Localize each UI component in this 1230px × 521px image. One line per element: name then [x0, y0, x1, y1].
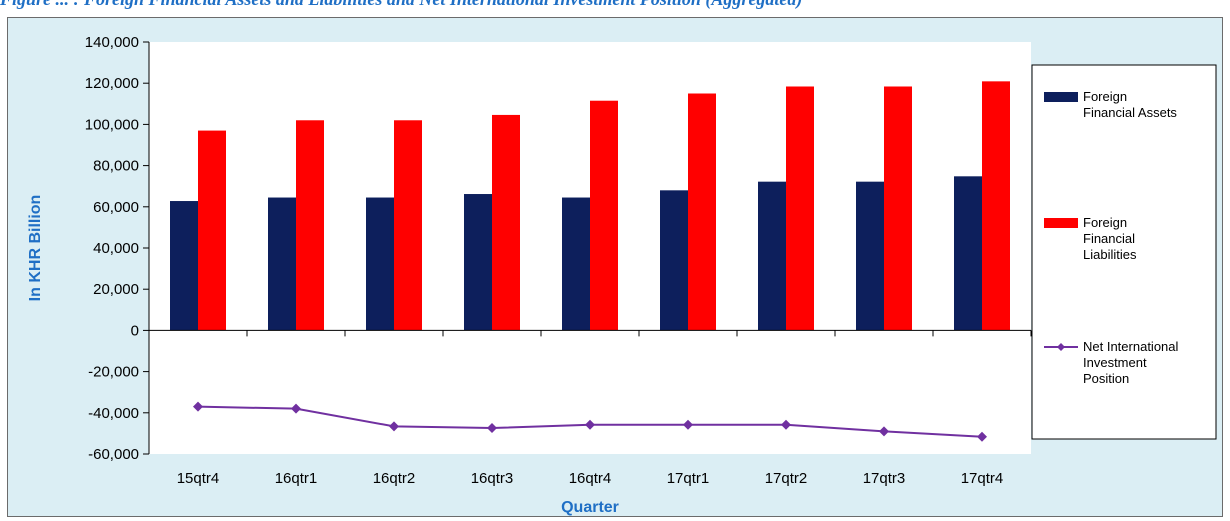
- bar: [562, 197, 590, 331]
- bar: [688, 93, 716, 331]
- y-tick-label: 0: [131, 322, 139, 339]
- bar: [366, 197, 394, 331]
- bar: [170, 201, 198, 331]
- legend: Foreign Financial Assets Foreign Financial L…: [1031, 64, 1217, 440]
- legend-marker: [1057, 343, 1065, 351]
- legend-label: Foreign Financial Assets: [1083, 89, 1177, 120]
- x-tick-label: 17qtr4: [961, 470, 1004, 487]
- bar: [660, 190, 688, 331]
- line-marker: [585, 419, 595, 430]
- y-axis-title: In KHR Billion: [27, 195, 44, 302]
- legend-label: Net International Investment Position: [1083, 339, 1179, 386]
- bar: [296, 120, 324, 331]
- x-tick-label: 16qtr1: [275, 470, 318, 487]
- line-marker: [291, 403, 301, 414]
- y-tick-label: 120,000: [85, 75, 139, 92]
- line-marker: [389, 421, 399, 432]
- legend-label: Foreign Financial Liabilities: [1083, 215, 1137, 262]
- line-marker: [193, 401, 203, 412]
- x-tick-label: 17qtr2: [765, 470, 808, 487]
- x-tick-label: 17qtr1: [667, 470, 710, 487]
- x-tick-label: 16qtr4: [569, 470, 612, 487]
- bar: [758, 181, 786, 331]
- y-tick-label: 140,000: [85, 34, 139, 51]
- bar: [590, 100, 618, 331]
- x-axis-title: Quarter: [561, 499, 619, 516]
- line-marker: [683, 419, 693, 430]
- bar-series: [170, 81, 1010, 331]
- bar: [464, 194, 492, 331]
- y-tick-label: 80,000: [93, 158, 139, 175]
- line-marker: [879, 426, 889, 437]
- legend-box: [1031, 64, 1217, 440]
- y-tick-label: 20,000: [93, 281, 139, 298]
- chart-frame: 140,000 120,000 100,000 80,000 60,000 40,000 2…: [7, 17, 1223, 517]
- legend-swatch: [1044, 92, 1078, 102]
- y-tick-label: -60,000: [88, 446, 139, 463]
- y-tick-label: 40,000: [93, 240, 139, 257]
- x-tick-label: 16qtr2: [373, 470, 416, 487]
- bar: [492, 114, 520, 331]
- chart-svg: 140,000 120,000 100,000 80,000 60,000 40,000 2…: [27, 34, 1217, 516]
- y-tick-label: 60,000: [93, 199, 139, 216]
- bar: [982, 81, 1010, 331]
- x-tick-label: 16qtr3: [471, 470, 514, 487]
- x-tick-label: 15qtr4: [177, 470, 220, 487]
- y-tick-label: 100,000: [85, 116, 139, 133]
- y-tick-label: -20,000: [88, 364, 139, 381]
- bar: [884, 86, 912, 331]
- bar: [394, 120, 422, 331]
- line-marker: [977, 431, 987, 442]
- x-tick-label: 17qtr3: [863, 470, 906, 487]
- line-marker: [487, 423, 497, 434]
- bar: [786, 86, 814, 331]
- line-marker: [781, 419, 791, 430]
- y-tick-label: -40,000: [88, 405, 139, 422]
- figure-heading: Figure ... : Foreign Financial Assets an…: [0, 0, 802, 10]
- x-axis: 15qtr4 16qtr1 16qtr2 16qtr3 16qtr4 17qtr1 17qt…: [177, 470, 1004, 487]
- y-axis: 140,000 120,000 100,000 80,000 60,000 40,000 2…: [85, 34, 150, 463]
- line-series: [193, 401, 987, 442]
- legend-swatch: [1044, 218, 1078, 228]
- bar: [954, 176, 982, 331]
- bar: [856, 181, 884, 331]
- axes: [148, 329, 1032, 337]
- bar: [268, 197, 296, 331]
- bar: [198, 130, 226, 331]
